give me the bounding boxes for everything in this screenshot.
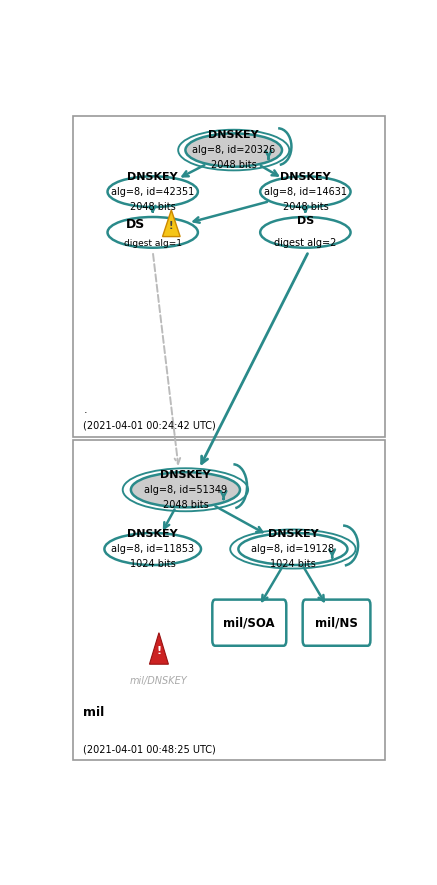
Ellipse shape <box>108 217 198 248</box>
Text: .: . <box>83 404 87 415</box>
Text: alg=8, id=20326: alg=8, id=20326 <box>192 145 275 155</box>
Text: alg=8, id=51349: alg=8, id=51349 <box>144 485 227 495</box>
Text: 2048 bits: 2048 bits <box>282 202 328 212</box>
FancyBboxPatch shape <box>73 117 385 436</box>
Text: mil/SOA: mil/SOA <box>223 616 275 629</box>
Text: DNSKEY: DNSKEY <box>128 172 178 181</box>
Text: mil/NS: mil/NS <box>315 616 358 629</box>
Text: alg=8, id=42351: alg=8, id=42351 <box>111 187 194 196</box>
Text: alg=8, id=19128: alg=8, id=19128 <box>251 544 334 554</box>
Text: DNSKEY: DNSKEY <box>267 529 318 539</box>
Text: DNSKEY: DNSKEY <box>208 130 259 140</box>
Polygon shape <box>163 210 180 236</box>
Text: digest alg=1: digest alg=1 <box>124 239 182 248</box>
Text: digest alg=2: digest alg=2 <box>274 238 336 249</box>
Text: 1024 bits: 1024 bits <box>270 559 316 569</box>
Polygon shape <box>149 633 168 665</box>
Text: alg=8, id=11853: alg=8, id=11853 <box>111 544 194 554</box>
Text: mil/DNSKEY: mil/DNSKEY <box>130 676 188 686</box>
Text: alg=8, id=14631: alg=8, id=14631 <box>264 187 347 196</box>
Text: DNSKEY: DNSKEY <box>128 529 178 539</box>
Text: mil: mil <box>83 706 105 720</box>
Ellipse shape <box>131 472 240 507</box>
FancyBboxPatch shape <box>303 600 371 646</box>
Text: 2048 bits: 2048 bits <box>130 202 176 212</box>
Text: (2021-04-01 00:24:42 UTC): (2021-04-01 00:24:42 UTC) <box>83 420 216 430</box>
Text: 1024 bits: 1024 bits <box>130 559 176 569</box>
Ellipse shape <box>260 176 350 207</box>
Text: (2021-04-01 00:48:25 UTC): (2021-04-01 00:48:25 UTC) <box>83 744 216 754</box>
Text: !: ! <box>156 646 162 657</box>
Ellipse shape <box>108 176 198 207</box>
Text: DS: DS <box>297 217 314 227</box>
Ellipse shape <box>239 533 347 565</box>
Text: !: ! <box>169 220 173 231</box>
Ellipse shape <box>104 533 201 565</box>
Text: 2048 bits: 2048 bits <box>211 160 257 170</box>
Text: 2048 bits: 2048 bits <box>163 500 208 510</box>
Text: DS: DS <box>126 218 146 231</box>
FancyBboxPatch shape <box>212 600 286 646</box>
FancyBboxPatch shape <box>73 440 385 760</box>
Ellipse shape <box>185 134 282 166</box>
Text: DNSKEY: DNSKEY <box>160 470 211 480</box>
Text: DNSKEY: DNSKEY <box>280 172 331 181</box>
Ellipse shape <box>260 217 350 248</box>
